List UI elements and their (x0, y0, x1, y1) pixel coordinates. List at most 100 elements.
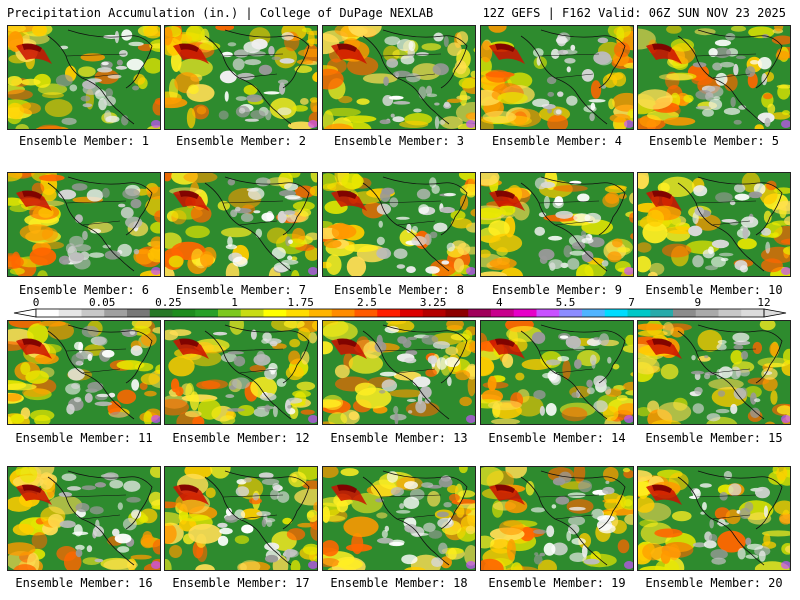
ensemble-member-label: Ensemble Member: 4 (491, 134, 623, 148)
colorbar-segment (286, 309, 310, 317)
colorbar-segment (172, 309, 196, 317)
colorbar-segment (127, 309, 151, 317)
ensemble-member-label: Ensemble Member: 14 (488, 431, 626, 445)
colorbar-tick-label: 2.5 (357, 296, 377, 309)
colorbar-segment (58, 309, 82, 317)
ensemble-member-label: Ensemble Member: 9 (491, 283, 623, 297)
precip-map (8, 321, 160, 424)
colorbar-segment (604, 309, 628, 317)
colorbar-segment (559, 309, 583, 317)
ensemble-member-label: Ensemble Member: 10 (645, 283, 783, 297)
colorbar-tick-label: 5.5 (556, 296, 576, 309)
colorbar-segment (468, 309, 492, 317)
ensemble-member-label: Ensemble Member: 13 (330, 431, 468, 445)
colorbar-segment (263, 309, 287, 317)
colorbar-segment (354, 309, 378, 317)
precip-map (323, 26, 475, 129)
ensemble-member-label: Ensemble Member: 2 (175, 134, 307, 148)
ensemble-map-panel (322, 25, 476, 130)
colorbar-segment (582, 309, 606, 317)
ensemble-map-panel (7, 320, 161, 425)
colorbar-segment (422, 309, 446, 317)
colorbar-segment (309, 309, 333, 317)
model-run-info: 12Z GEFS | F162 Valid: 06Z SUN NOV 23 20… (482, 6, 786, 20)
precip-map (481, 26, 633, 129)
colorbar-segment (491, 309, 515, 317)
ensemble-map-panel (480, 320, 634, 425)
ensemble-map-panel (637, 25, 791, 130)
precip-map (165, 467, 317, 570)
colorbar-tick-label: 0.25 (155, 296, 182, 309)
ensemble-map-panel (637, 172, 791, 277)
precip-map (165, 173, 317, 276)
colorbar-tick-label: 0 (33, 296, 40, 309)
precip-map (481, 321, 633, 424)
ensemble-member-label: Ensemble Member: 19 (488, 576, 626, 590)
ensemble-member-label: Ensemble Member: 16 (15, 576, 153, 590)
colorbar-segment (400, 309, 424, 317)
colorbar-segment (513, 309, 537, 317)
precip-map (8, 467, 160, 570)
precip-map (165, 321, 317, 424)
precip-map (638, 467, 790, 570)
colorbar-tick-label: 1 (231, 296, 238, 309)
colorbar-left-arrow (13, 308, 37, 318)
ensemble-member-label: Ensemble Member: 17 (172, 576, 310, 590)
ensemble-member-label: Ensemble Member: 7 (175, 283, 307, 297)
colorbar-right-arrow (763, 308, 787, 318)
colorbar-tick-label: 9 (694, 296, 701, 309)
precip-map (323, 321, 475, 424)
colorbar-segment (695, 309, 719, 317)
colorbar: 0 0.05 0.25 1 1.75 2.5 3.25 4 5.5 7 9 12 (13, 296, 787, 318)
colorbar-tick-label: 1.75 (287, 296, 314, 309)
precip-map (638, 321, 790, 424)
precip-map (323, 467, 475, 570)
colorbar-segment (536, 309, 560, 317)
ensemble-member-label: Ensemble Member: 11 (15, 431, 153, 445)
colorbar-segment (195, 309, 219, 317)
ensemble-map-panel (164, 466, 318, 571)
colorbar-segment (240, 309, 264, 317)
ensemble-map-panel (637, 466, 791, 571)
colorbar-tick-label: 4 (496, 296, 503, 309)
colorbar-segment (81, 309, 105, 317)
page-title: Precipitation Accumulation (in.) | Colle… (7, 6, 434, 20)
ensemble-map-panel (7, 466, 161, 571)
ensemble-map-panel (637, 320, 791, 425)
ensemble-member-label: Ensemble Member: 15 (645, 431, 783, 445)
ensemble-member-label: Ensemble Member: 20 (645, 576, 783, 590)
colorbar-segment (445, 309, 469, 317)
precip-map (638, 173, 790, 276)
ensemble-member-label: Ensemble Member: 3 (333, 134, 465, 148)
ensemble-member-label: Ensemble Member: 1 (18, 134, 150, 148)
ensemble-map-panel (7, 25, 161, 130)
ensemble-member-label: Ensemble Member: 18 (330, 576, 468, 590)
ensemble-map-panel (322, 172, 476, 277)
precip-map (481, 173, 633, 276)
colorbar-segment (741, 309, 765, 317)
ensemble-member-label: Ensemble Member: 8 (333, 283, 465, 297)
colorbar-segment (377, 309, 401, 317)
colorbar-segment (149, 309, 173, 317)
ensemble-member-label: Ensemble Member: 12 (172, 431, 310, 445)
precip-map (481, 467, 633, 570)
colorbar-segment (718, 309, 742, 317)
ensemble-map-panel (7, 172, 161, 277)
colorbar-tick-label: 0.05 (89, 296, 116, 309)
colorbar-segment (218, 309, 242, 317)
precip-map (638, 26, 790, 129)
ensemble-map-panel (164, 25, 318, 130)
ensemble-member-label: Ensemble Member: 6 (18, 283, 150, 297)
colorbar-segment (104, 309, 128, 317)
colorbar-segment (627, 309, 651, 317)
ensemble-map-panel (322, 320, 476, 425)
colorbar-segment (650, 309, 674, 317)
ensemble-map-panel (480, 466, 634, 571)
ensemble-map-panel (322, 466, 476, 571)
colorbar-tick-label: 7 (628, 296, 635, 309)
ensemble-map-panel (164, 320, 318, 425)
ensemble-map-panel (164, 172, 318, 277)
precip-map (165, 26, 317, 129)
ensemble-map-panel (480, 172, 634, 277)
colorbar-segment (673, 309, 697, 317)
